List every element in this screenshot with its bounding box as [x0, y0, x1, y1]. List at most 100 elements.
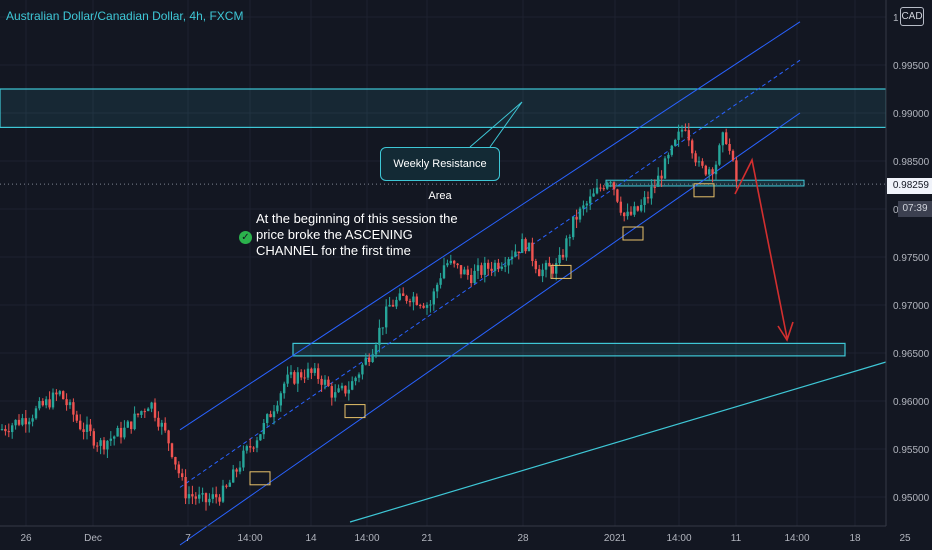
support-zone: [292, 342, 846, 357]
candle-body: [449, 260, 452, 264]
candle-body: [422, 305, 425, 308]
price-tick-label: 0.96500: [893, 349, 930, 360]
last-price-label: 0.98259: [887, 178, 932, 194]
candle-body: [436, 284, 439, 292]
callout-pointer: [469, 101, 523, 148]
candle-body: [41, 401, 44, 406]
candle-body: [395, 299, 398, 307]
candle-body: [453, 260, 456, 264]
candle-body: [388, 304, 391, 307]
candle-body: [442, 265, 446, 279]
candle-body: [718, 145, 721, 165]
candle-body: [286, 374, 289, 384]
candle-body: [24, 418, 27, 425]
candle-body: [310, 368, 313, 373]
candle-body: [147, 408, 150, 412]
candle-body: [582, 205, 585, 209]
candle-body: [364, 357, 367, 365]
candle-body: [507, 259, 510, 266]
breakout-note[interactable]: At the beginning of this session the pri…: [256, 211, 458, 258]
candle-body: [391, 304, 395, 307]
time-axis[interactable]: 26 Dec 7 14:00 14 14:00 21 28 2021 14:00 11 14:00 18…: [0, 525, 911, 544]
candle-body: [650, 186, 653, 199]
time-tick-label: 14:00: [666, 533, 691, 544]
candle-body: [463, 269, 466, 275]
candle-body: [296, 372, 299, 384]
candle-body: [602, 188, 605, 190]
candle-body: [544, 262, 548, 270]
candle-body: [694, 153, 697, 163]
candle-body: [548, 262, 551, 267]
breakout-level-zone: [605, 179, 805, 187]
channel-line: [179, 112, 801, 546]
candle-body: [646, 197, 650, 199]
candle-body: [330, 386, 333, 398]
candle-body: [235, 469, 238, 472]
candle-body: [405, 295, 408, 301]
candle-body: [82, 429, 85, 432]
candle-body: [320, 378, 323, 385]
candle-body: [191, 494, 194, 497]
candle-body: [279, 393, 282, 406]
candle-body: [487, 262, 490, 269]
candle-body: [306, 368, 310, 378]
candle-body: [45, 399, 48, 406]
candle-body: [708, 169, 711, 175]
candle-body: [667, 154, 670, 159]
candle-body: [289, 372, 293, 375]
candle-body: [72, 402, 75, 415]
candle-body: [96, 445, 99, 447]
candle-body: [483, 262, 486, 275]
candle-body: [510, 256, 514, 260]
candle-body: [497, 262, 500, 269]
price-tick-label: 0.96000: [893, 397, 930, 408]
candle-body: [653, 186, 656, 188]
candle-body: [106, 440, 109, 450]
candle-body: [218, 497, 221, 502]
time-tick-label: 25: [899, 533, 911, 544]
candle-body: [565, 238, 568, 258]
candle-body: [48, 399, 51, 408]
candle-body: [425, 304, 429, 308]
candle-body: [500, 266, 503, 269]
price-axis[interactable]: 1 0.99500 0.99000 0.98500 0 0.97500 0.97000 0.9…: [885, 0, 932, 550]
candle-body: [643, 197, 646, 205]
candle-body: [0, 428, 4, 430]
candle-body: [725, 132, 728, 145]
candle-body: [714, 164, 718, 175]
price-axis-bg: [886, 0, 932, 550]
channel-line: [179, 21, 801, 431]
candle-body: [170, 443, 174, 458]
candle-body: [629, 211, 633, 215]
candle-body: [663, 158, 667, 179]
candle-body: [123, 427, 126, 438]
candle-body: [368, 357, 371, 363]
candle-body: [337, 388, 340, 393]
price-tick-label: 0: [893, 205, 899, 216]
price-tick-label: 0.97500: [893, 253, 930, 264]
candle-body: [181, 473, 184, 478]
candle-body: [313, 368, 316, 373]
candle-body: [517, 251, 520, 253]
candle-body: [476, 265, 480, 271]
candle-body: [119, 427, 123, 438]
candle-body: [17, 419, 21, 425]
resistance-callout[interactable]: Weekly Resistance Area: [380, 147, 500, 202]
candle-body: [538, 269, 541, 277]
candle-body: [245, 446, 248, 451]
currency-badge[interactable]: CAD: [900, 7, 924, 26]
candle-body: [357, 374, 361, 378]
candle-body: [255, 440, 259, 448]
candle-body: [221, 485, 225, 502]
candle-body: [619, 201, 622, 213]
forecast-path: [734, 157, 788, 339]
candle-body: [504, 265, 507, 267]
swing-marker-box: [693, 183, 715, 198]
forecast-arrow: [734, 157, 794, 342]
candle-body: [429, 304, 432, 306]
candle-body: [398, 293, 401, 300]
candle-body: [626, 211, 629, 217]
weekly-resistance-zone: [0, 88, 887, 129]
candle-body: [541, 269, 544, 277]
